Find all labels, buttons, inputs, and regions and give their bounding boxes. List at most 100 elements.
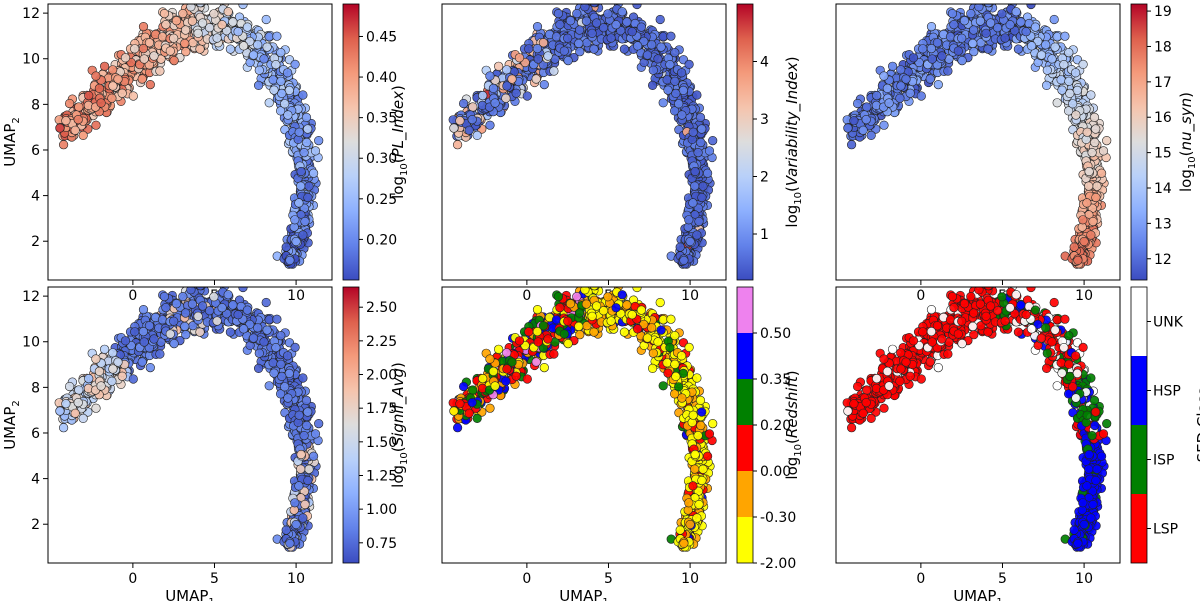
scatter-point: [632, 41, 643, 51]
scatter-point: [1056, 75, 1066, 85]
scatter-point: [269, 368, 279, 378]
scatter-point: [884, 98, 894, 108]
scatter-point: [314, 419, 324, 429]
colorbar-tick-label: 4: [760, 55, 769, 71]
scatter-point: [245, 36, 255, 47]
scatter-point: [514, 53, 525, 63]
scatter-point: [198, 18, 208, 28]
scatter-point: [145, 79, 155, 90]
scatter-point: [217, 303, 227, 313]
scatter-point: [591, 18, 602, 28]
scatter-point: [84, 374, 94, 384]
y-tick-label: 12: [22, 6, 40, 22]
scatter-point: [300, 499, 310, 510]
scatter-point: [271, 343, 281, 353]
scatter-point: [96, 98, 106, 108]
y-tick-label: 8: [31, 97, 40, 113]
scatter-point: [139, 54, 149, 64]
y-tick-label: 2: [31, 234, 40, 250]
scatter-point: [161, 19, 171, 30]
scatter-point: [64, 381, 75, 392]
scatter-point: [107, 93, 117, 103]
colorbar-tick-label: 0.45: [366, 29, 397, 45]
scatter-point: [622, 17, 632, 27]
scatter-point: [107, 376, 117, 386]
scatter-point: [157, 315, 168, 325]
scatter-point: [1082, 198, 1092, 208]
x-tick-label: 0: [128, 288, 137, 304]
scatter-point: [905, 88, 915, 98]
scatter-point: [149, 51, 159, 61]
scatter-point: [108, 364, 118, 374]
scatter-point: [209, 9, 219, 19]
scatter-point: [949, 19, 959, 30]
scatter-point: [159, 9, 169, 19]
scatter-point: [91, 71, 101, 81]
scatter-point: [303, 407, 313, 417]
scatter-point: [674, 99, 684, 109]
colorbar-tick-label: 13: [1154, 216, 1172, 232]
scatter-point: [178, 9, 188, 19]
scatter-point: [968, 25, 979, 35]
scatter-point: [225, 327, 235, 337]
scatter-point: [490, 98, 500, 108]
scatter-point: [1069, 242, 1079, 252]
scatter-point: [636, 22, 647, 32]
scatter-point: [957, 33, 967, 43]
scatter-point: [128, 91, 138, 101]
scatter-point: [242, 305, 252, 315]
scatter-point: [130, 327, 140, 337]
scatter-point: [310, 429, 321, 439]
scatter-point: [453, 140, 463, 150]
scatter-point: [283, 110, 293, 120]
scatter-point: [1052, 98, 1062, 108]
scatter-point: [945, 32, 956, 42]
scatter-point: [679, 255, 689, 266]
scatter-point: [169, 33, 179, 43]
scatter-point: [606, 33, 616, 43]
scatter-point: [1070, 68, 1081, 78]
scatter-point: [120, 53, 131, 63]
scatter-point: [225, 44, 235, 54]
scatter-point: [277, 371, 287, 382]
scatter-points: [54, 4, 324, 269]
scatter-point: [975, 16, 986, 26]
scatter-point: [698, 181, 708, 191]
scatter-point: [533, 54, 543, 64]
scatter-point: [108, 65, 118, 75]
scatter-point: [281, 525, 291, 535]
scatter-point: [849, 116, 859, 126]
scatter-point: [253, 323, 263, 333]
scatter-point: [538, 38, 549, 48]
scatter-point: [285, 255, 295, 266]
scatter-point: [983, 44, 993, 54]
scatter-point: [272, 31, 282, 41]
scatter-point: [677, 110, 687, 120]
scatter-point: [478, 90, 488, 101]
scatter-point: [254, 363, 264, 374]
scatter-point: [233, 27, 243, 37]
colorbar-tick-label: 16: [1154, 110, 1172, 126]
y-tick-label: 6: [31, 143, 40, 159]
scatter-point: [966, 9, 976, 19]
scatter-point: [159, 292, 169, 302]
scatter-point: [696, 137, 706, 148]
scatter-point: [559, 46, 569, 56]
scatter-point: [195, 44, 205, 54]
scatter-point: [239, 41, 249, 51]
scatter-point: [531, 74, 541, 84]
scatter-point: [539, 79, 549, 90]
scatter-point: [195, 4, 205, 8]
x-tick-label: 10: [287, 571, 305, 587]
scatter-point: [532, 21, 543, 32]
scatter-point: [572, 9, 582, 19]
scatter-point: [242, 22, 252, 32]
scatter-point: [704, 146, 715, 156]
scatter-point: [294, 127, 304, 137]
scatter-point: [555, 19, 565, 30]
scatter-point: [171, 299, 182, 309]
scatter-point: [1064, 47, 1074, 58]
panel-signif-avg: 051024681012UMAP2UMAP10.751.001.251.501.…: [1, 286, 410, 601]
scatter-point: [1068, 99, 1078, 109]
scatter-point: [212, 33, 222, 43]
